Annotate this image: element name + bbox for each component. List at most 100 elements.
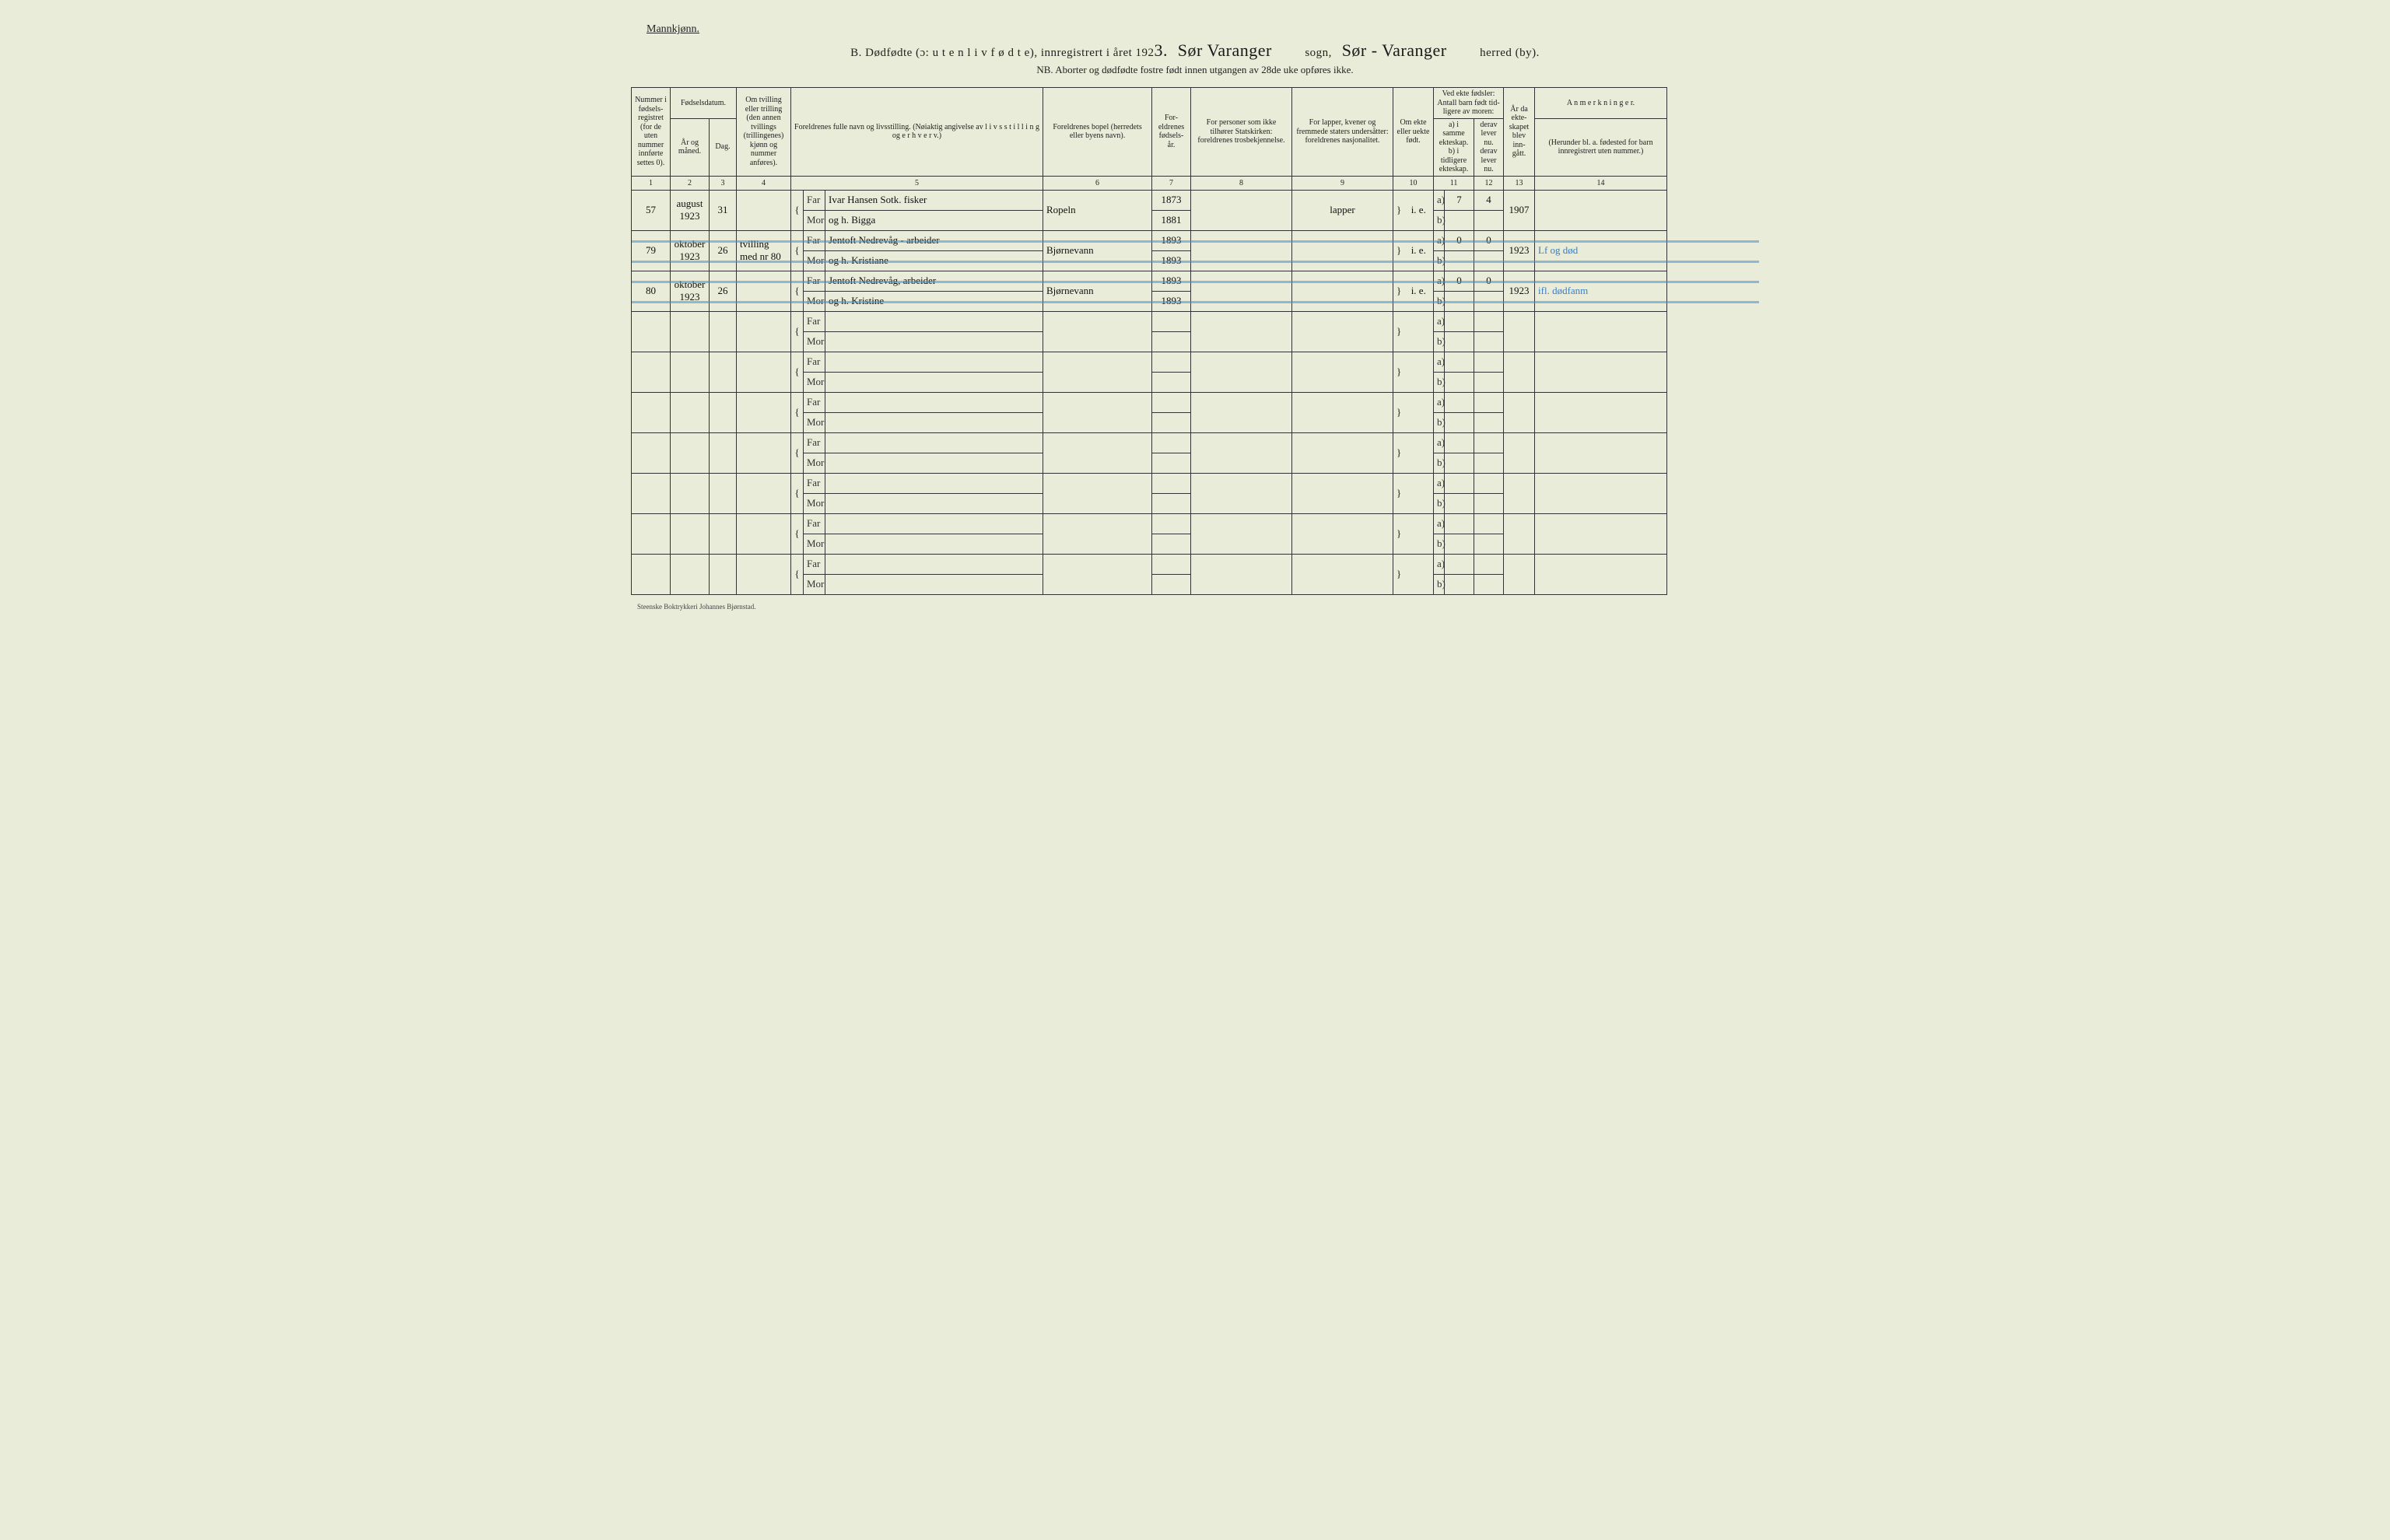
printer-credit: Steenske Boktrykkeri Johannes Bjørnstad. (637, 603, 1759, 611)
brace-right-icon: } (1393, 513, 1404, 554)
colnum: 2 (671, 176, 710, 190)
religion (1191, 271, 1292, 311)
father-name (825, 513, 1043, 534)
mother-birth-year (1152, 493, 1191, 513)
mother-name (825, 453, 1043, 473)
b-label: b) (1434, 534, 1445, 554)
residence (1043, 473, 1152, 513)
brace-left-icon: { (791, 190, 804, 230)
colnum: 12 (1474, 176, 1504, 190)
entry-year-month (671, 352, 710, 392)
mor-label: Mor (804, 493, 825, 513)
entry-number: 57 (632, 190, 671, 230)
a-label: a) (1434, 432, 1445, 453)
marriage-year (1504, 432, 1535, 473)
entry-day (710, 352, 737, 392)
entry-day: 31 (710, 190, 737, 230)
a-label: a) (1434, 392, 1445, 412)
col8-header: For personer som ikke tilhører Statskirk… (1191, 88, 1292, 177)
colnum: 9 (1292, 176, 1393, 190)
column-number-row: 1 2 3 4 5 6 7 8 9 10 11 12 13 14 (632, 176, 1759, 190)
children-alive (1474, 432, 1504, 453)
residence (1043, 352, 1152, 392)
entry-year-month (671, 554, 710, 594)
marriage-year: 1907 (1504, 190, 1535, 230)
children-a (1445, 432, 1474, 453)
entry-number (632, 392, 671, 432)
a-label: a) (1434, 473, 1445, 493)
mother-name: og h. Bigga (825, 210, 1043, 230)
nationality (1292, 432, 1393, 473)
entry-number (632, 432, 671, 473)
b-label: b) (1434, 412, 1445, 432)
entry-twin (737, 392, 791, 432)
mother-birth-year: 1881 (1152, 210, 1191, 230)
col14-sub-header: (Herunder bl. a. fødested for barn innre… (1535, 118, 1667, 176)
father-birth-year (1152, 513, 1191, 534)
remark (1535, 392, 1667, 432)
entry-twin (737, 352, 791, 392)
children-alive-b (1474, 412, 1504, 432)
religion (1191, 432, 1292, 473)
herred-label: herred (by). (1480, 47, 1540, 59)
children-alive-b (1474, 210, 1504, 230)
far-label: Far (804, 271, 825, 291)
nationality (1292, 230, 1393, 271)
mor-label: Mor (804, 574, 825, 594)
b-label: b) (1434, 291, 1445, 311)
sogn-value: Sør Varanger (1178, 40, 1272, 60)
residence (1043, 513, 1152, 554)
b-label: b) (1434, 250, 1445, 271)
nationality (1292, 392, 1393, 432)
col11-top-header: Ved ekte fødsler: Antall barn født tid-l… (1434, 88, 1504, 119)
children-a (1445, 513, 1474, 534)
col9-header: For lapper, kvener og fremmede staters u… (1292, 88, 1393, 177)
herred-value: Sør - Varanger (1342, 40, 1447, 60)
children-a: 0 (1445, 271, 1474, 291)
brace-right-icon: } (1393, 271, 1404, 311)
remark (1535, 554, 1667, 594)
table-body: 57august 192331{FarIvar Hansen Sotk. fis… (632, 190, 1759, 594)
entry-day (710, 513, 737, 554)
father-birth-year (1152, 473, 1191, 493)
register-table: Nummer i fødsels-registret (for de uten … (631, 87, 1759, 595)
mor-label: Mor (804, 372, 825, 392)
children-b (1445, 493, 1474, 513)
legitimacy (1404, 473, 1434, 513)
remark: ifl. dødfanm (1535, 271, 1667, 311)
entry-number (632, 352, 671, 392)
brace-right-icon: } (1393, 352, 1404, 392)
brace-right-icon: } (1393, 432, 1404, 473)
residence (1043, 432, 1152, 473)
nationality (1292, 473, 1393, 513)
mother-birth-year (1152, 331, 1191, 352)
brace-left-icon: { (791, 432, 804, 473)
children-a (1445, 392, 1474, 412)
mother-name (825, 412, 1043, 432)
entry-twin (737, 271, 791, 311)
children-alive-b (1474, 250, 1504, 271)
children-alive (1474, 392, 1504, 412)
colnum: 11 (1434, 176, 1474, 190)
remark (1535, 352, 1667, 392)
far-label: Far (804, 554, 825, 574)
a-label: a) (1434, 271, 1445, 291)
father-name: Jentoft Nedrevåg, arbeider (825, 271, 1043, 291)
nb-line: NB. Aborter og dødfødte fostre født inne… (631, 64, 1759, 76)
marriage-year: 1923 (1504, 271, 1535, 311)
remark (1535, 432, 1667, 473)
col11a-header: a) i samme ekteskap. b) i tidligere ekte… (1434, 118, 1474, 176)
entry-row-far: 57august 192331{FarIvar Hansen Sotk. fis… (632, 190, 1759, 210)
children-alive (1474, 554, 1504, 574)
col5-header: Foreldrenes fulle navn og livsstilling. … (791, 88, 1043, 177)
entry-twin (737, 311, 791, 352)
entry-number (632, 513, 671, 554)
residence: Bjørnevann (1043, 230, 1152, 271)
legitimacy (1404, 392, 1434, 432)
children-b (1445, 331, 1474, 352)
entry-row-far: {Far}a) (632, 311, 1759, 331)
marriage-year (1504, 554, 1535, 594)
entry-row-far: 79oktober 192326tvilling med nr 80{FarJe… (632, 230, 1759, 250)
entry-row-far: {Far}a) (632, 513, 1759, 534)
entry-number (632, 554, 671, 594)
